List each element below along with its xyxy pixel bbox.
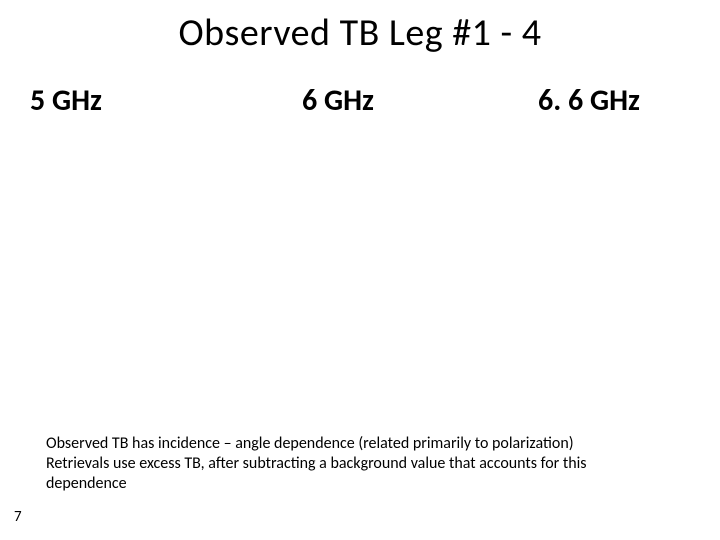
frequency-label-1: 5 GHz <box>30 82 102 119</box>
frequency-row: 5 GHz 6 GHz 6. 6 GHz <box>0 82 720 122</box>
caption-line-2: Retrievals use excess TB, after subtract… <box>46 454 587 493</box>
frequency-label-3: 6. 6 GHz <box>538 82 640 119</box>
caption-text: Observed TB has incidence – angle depend… <box>46 434 660 494</box>
caption-line-1: Observed TB has incidence – angle depend… <box>46 434 574 453</box>
page-number: 7 <box>14 508 22 526</box>
slide: Observed TB Leg #1 - 4 5 GHz 6 GHz 6. 6 … <box>0 0 720 540</box>
slide-title: Observed TB Leg #1 - 4 <box>0 10 720 56</box>
frequency-label-2: 6 GHz <box>302 82 374 119</box>
